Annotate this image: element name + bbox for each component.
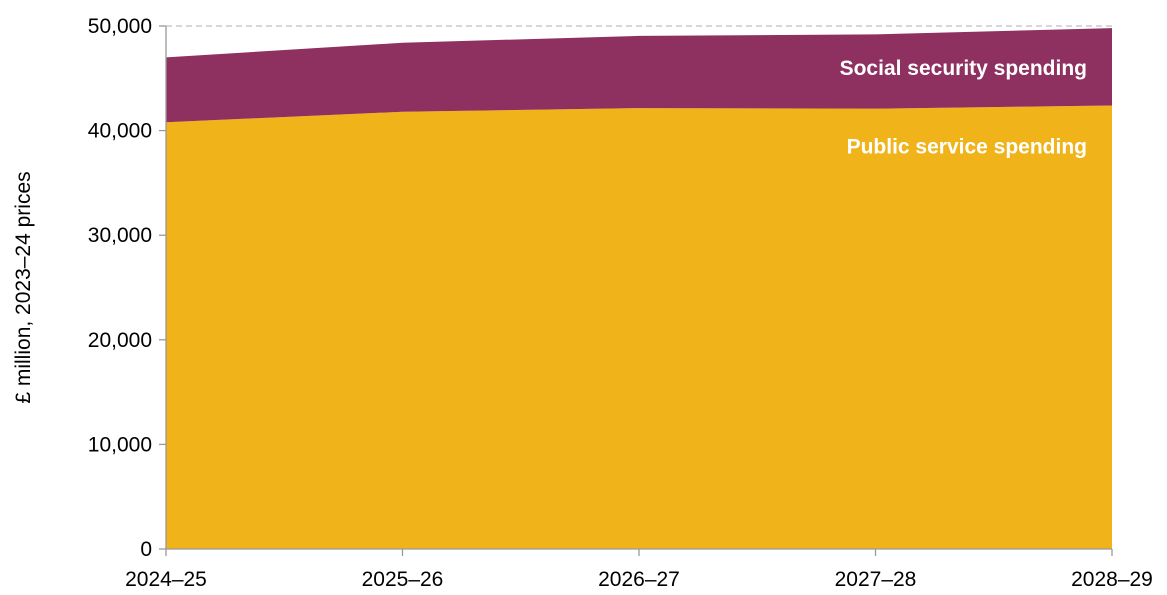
- series-label-social-security-spending: Social security spending: [840, 57, 1087, 80]
- x-tick-label: 2024–25: [125, 568, 207, 591]
- y-tick-label: 10,000: [88, 433, 152, 456]
- series-labels: Public service spending Social security s…: [840, 57, 1087, 159]
- x-tick-label: 2026–27: [598, 568, 680, 591]
- area-public-service-spending: [166, 105, 1112, 549]
- x-tick-label: 2028–29: [1071, 568, 1153, 591]
- y-tick-label: 50,000: [88, 15, 152, 38]
- y-tick-label: 20,000: [88, 329, 152, 352]
- y-tick-label: 30,000: [88, 224, 152, 247]
- x-tick-label: 2025–26: [362, 568, 444, 591]
- series-label-public-service-spending: Public service spending: [847, 135, 1087, 158]
- y-axis-ticks: 0 10,000 20,000 30,000 40,000 50,000: [88, 15, 166, 561]
- series-areas: [166, 28, 1112, 549]
- x-axis-ticks: 2024–25 2025–26 2026–27 2027–28 2028–29: [125, 549, 1153, 591]
- area-social-security-spending: [166, 28, 1112, 123]
- y-tick-label: 40,000: [88, 120, 152, 143]
- y-axis-title: £ million, 2023–24 prices: [12, 171, 35, 403]
- y-tick-label: 0: [140, 538, 152, 561]
- x-tick-label: 2027–28: [835, 568, 917, 591]
